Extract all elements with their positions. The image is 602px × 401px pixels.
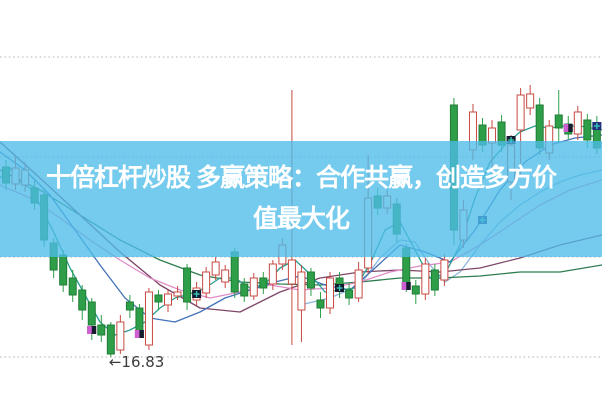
candle-up	[326, 277, 335, 309]
signal-marker-accent	[563, 124, 569, 132]
candle-up	[173, 291, 182, 297]
candle-up	[440, 259, 449, 281]
candle-up	[211, 261, 220, 276]
promo-banner[interactable]: 十倍杠杆炒股 多赢策略：合作共赢，创造多方价 值最大化	[0, 141, 602, 257]
candle-down	[240, 283, 249, 297]
candle-up	[354, 269, 363, 299]
candle-down	[306, 271, 315, 289]
candle-up	[249, 277, 258, 297]
candle-up	[144, 291, 153, 346]
candle-down	[125, 301, 134, 311]
candle-down	[87, 301, 96, 326]
candle-down	[59, 254, 68, 286]
candle-down	[183, 267, 192, 303]
candle-down	[345, 289, 354, 299]
candle-down	[106, 324, 115, 355]
candle-down	[554, 114, 563, 129]
promo-banner-title-line1: 十倍杠杆炒股 多赢策略：合作共赢，创造多方价	[46, 164, 557, 192]
candle-down	[97, 324, 106, 336]
candle-up	[116, 321, 125, 351]
candle-down	[259, 277, 268, 289]
candle-up	[297, 271, 306, 311]
candle-up	[221, 269, 230, 283]
candle-up	[526, 93, 535, 109]
price-low-annotation: ←16.83	[109, 353, 165, 371]
signal-marker-accent	[87, 326, 92, 334]
candle-down	[154, 294, 163, 303]
candle-up	[516, 94, 525, 131]
candle-down	[135, 307, 144, 333]
signal-marker-accent	[134, 330, 140, 338]
candle-up	[573, 111, 582, 135]
candle-up	[164, 293, 173, 306]
candle-up	[287, 259, 296, 285]
candle-down	[316, 299, 325, 309]
candle-down	[68, 277, 77, 296]
candle-down	[78, 289, 87, 311]
candle-up	[268, 263, 277, 285]
candle-down	[430, 269, 439, 291]
candle-down	[230, 251, 239, 293]
promo-banner-title-line2: 值最大化	[252, 205, 350, 233]
candle-down	[411, 285, 420, 295]
candle-down	[583, 119, 592, 141]
candle-up	[421, 263, 430, 295]
signal-marker-accent	[401, 282, 407, 290]
candle-up	[202, 271, 211, 294]
